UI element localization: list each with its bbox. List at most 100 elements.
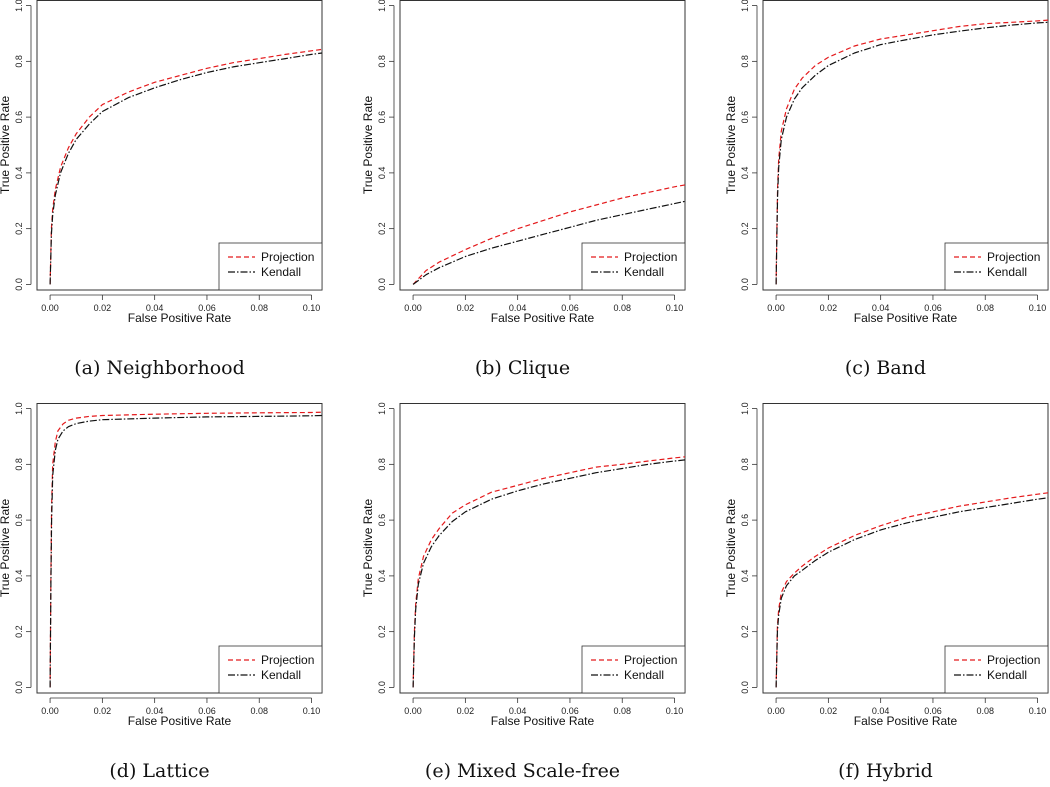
x-tick-label: 0.00 bbox=[41, 706, 59, 716]
y-tick-label: 1.0 bbox=[14, 0, 24, 12]
y-tick-label: 0.6 bbox=[740, 514, 750, 527]
chart-panel-5: 0.00 0.02 0.04 0.06 0.08 0.10 False Positive R… bbox=[361, 402, 686, 782]
y-axis: 0.0 0.2 0.4 0.6 0.8 1.0 True Positive Rate bbox=[724, 0, 758, 291]
x-tick-label: 0.10 bbox=[1029, 706, 1047, 716]
y-tick-label: 1.0 bbox=[740, 0, 750, 12]
legend-label-kendall: Kendall bbox=[987, 668, 1027, 682]
y-tick-label: 0.4 bbox=[740, 570, 750, 583]
y-tick-label: 0.4 bbox=[14, 167, 24, 180]
x-tick-label: 0.08 bbox=[976, 303, 994, 313]
x-tick-label: 0.06 bbox=[924, 706, 942, 716]
x-axis-title: False Positive Rate bbox=[854, 311, 958, 325]
legend-label-projection: Projection bbox=[624, 250, 677, 264]
y-tick-label: 0.6 bbox=[14, 111, 24, 124]
x-tick-label: 0.02 bbox=[820, 706, 838, 716]
legend-label-projection: Projection bbox=[987, 653, 1040, 667]
y-tick-label: 1.0 bbox=[377, 402, 387, 415]
legend-box bbox=[581, 645, 686, 694]
y-tick-label: 0.0 bbox=[377, 681, 387, 694]
series-line-kendall bbox=[49, 414, 323, 688]
y-tick-label: 0.0 bbox=[14, 278, 24, 291]
y-tick-label: 0.6 bbox=[14, 514, 24, 527]
y-tick-label: 1.0 bbox=[377, 0, 387, 12]
x-tick-label: 0.04 bbox=[872, 303, 890, 313]
plot-frame bbox=[399, 0, 686, 291]
x-tick-label: 0.00 bbox=[41, 303, 59, 313]
legend-label-projection: Projection bbox=[624, 653, 677, 667]
y-tick-label: 0.0 bbox=[377, 278, 387, 291]
y-tick-label: 0.2 bbox=[14, 625, 24, 638]
x-tick-label: 0.10 bbox=[1029, 303, 1047, 313]
x-tick-label: 0.02 bbox=[457, 303, 475, 313]
y-tick-label: 0.6 bbox=[377, 111, 387, 124]
x-tick-label: 0.00 bbox=[767, 706, 785, 716]
y-tick-label: 0.8 bbox=[14, 55, 24, 68]
y-tick-label: 0.6 bbox=[377, 514, 387, 527]
y-tick-label: 1.0 bbox=[14, 402, 24, 415]
x-axis: 0.00 0.02 0.04 0.06 0.08 0.10 False Positive R… bbox=[41, 697, 321, 728]
legend-label-projection: Projection bbox=[261, 653, 314, 667]
plot-frame bbox=[36, 0, 323, 291]
y-tick-label: 0.4 bbox=[740, 167, 750, 180]
x-tick-label: 0.10 bbox=[666, 303, 684, 313]
x-tick-label: 0.10 bbox=[666, 706, 684, 716]
series-line-kendall bbox=[412, 459, 686, 688]
chart-panel-4: 0.00 0.02 0.04 0.06 0.08 0.10 False Positive R… bbox=[0, 402, 323, 782]
x-tick-label: 0.06 bbox=[924, 303, 942, 313]
x-tick-label: 0.02 bbox=[94, 303, 112, 313]
legend-box bbox=[581, 242, 686, 291]
y-axis-title: True Positive Rate bbox=[361, 96, 375, 195]
legend-label-projection: Projection bbox=[987, 250, 1040, 264]
y-tick-label: 0.8 bbox=[377, 55, 387, 68]
x-tick-label: 0.02 bbox=[457, 706, 475, 716]
legend-label-kendall: Kendall bbox=[624, 265, 664, 279]
y-axis-title: True Positive Rate bbox=[361, 499, 375, 598]
y-tick-label: 0.0 bbox=[740, 278, 750, 291]
x-axis-title: False Positive Rate bbox=[128, 311, 232, 325]
y-tick-label: 0.2 bbox=[740, 222, 750, 235]
y-axis-title: True Positive Rate bbox=[0, 96, 12, 195]
y-tick-label: 0.4 bbox=[377, 167, 387, 180]
x-axis-title: False Positive Rate bbox=[491, 714, 595, 728]
y-axis: 0.0 0.2 0.4 0.6 0.8 1.0 True Positive Rate bbox=[724, 402, 758, 694]
x-tick-label: 0.04 bbox=[146, 706, 164, 716]
series-line-kendall bbox=[775, 21, 1049, 285]
panel-caption: (a) Neighborhood bbox=[74, 357, 245, 379]
x-tick-label: 0.06 bbox=[198, 706, 216, 716]
x-tick-label: 0.02 bbox=[94, 706, 112, 716]
plot-frame bbox=[399, 403, 686, 694]
panel-caption: (d) Lattice bbox=[109, 760, 209, 782]
y-tick-label: 0.4 bbox=[14, 570, 24, 583]
x-tick-label: 0.10 bbox=[303, 706, 321, 716]
series-line-kendall bbox=[49, 52, 323, 285]
legend-box bbox=[218, 645, 323, 694]
y-tick-label: 0.2 bbox=[377, 222, 387, 235]
x-tick-label: 0.04 bbox=[872, 706, 890, 716]
y-axis: 0.0 0.2 0.4 0.6 0.8 1.0 True Positive Rate bbox=[361, 402, 395, 694]
chart-panel-3: 0.00 0.02 0.04 0.06 0.08 0.10 False Positive R… bbox=[724, 0, 1049, 379]
y-tick-label: 0.2 bbox=[740, 625, 750, 638]
y-tick-label: 0.8 bbox=[14, 458, 24, 471]
x-axis-title: False Positive Rate bbox=[854, 714, 958, 728]
x-tick-label: 0.00 bbox=[404, 303, 422, 313]
legend-label-projection: Projection bbox=[261, 250, 314, 264]
series-line-projection bbox=[775, 19, 1049, 285]
panel-caption: (e) Mixed Scale-free bbox=[425, 760, 620, 782]
y-tick-label: 0.0 bbox=[740, 681, 750, 694]
legend-label-kendall: Kendall bbox=[261, 265, 301, 279]
x-tick-label: 0.06 bbox=[198, 303, 216, 313]
y-axis-title: True Positive Rate bbox=[724, 499, 738, 598]
x-tick-label: 0.02 bbox=[820, 303, 838, 313]
legend-label-kendall: Kendall bbox=[987, 265, 1027, 279]
chart-panel-6: 0.00 0.02 0.04 0.06 0.08 0.10 False Positive R… bbox=[724, 402, 1049, 782]
x-tick-label: 0.08 bbox=[613, 303, 631, 313]
x-tick-label: 0.06 bbox=[561, 706, 579, 716]
x-tick-label: 0.08 bbox=[250, 706, 268, 716]
x-tick-label: 0.08 bbox=[976, 706, 994, 716]
x-tick-label: 0.04 bbox=[509, 706, 527, 716]
chart-panel-2: 0.00 0.02 0.04 0.06 0.08 0.10 False Positive R… bbox=[361, 0, 686, 379]
